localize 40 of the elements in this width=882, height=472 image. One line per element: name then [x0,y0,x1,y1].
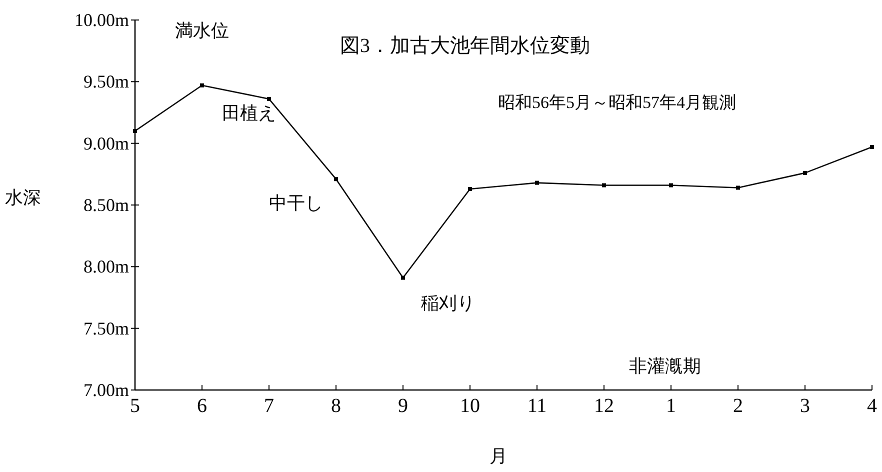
y-tick-label: 10.00m [74,10,129,30]
point [133,129,137,133]
annotation: 満水位 [175,20,229,40]
x-tick-label: 11 [527,395,547,417]
annotation: 中干し [269,193,323,214]
point [468,186,472,191]
point [736,186,740,190]
point [200,83,204,88]
y-tick-label: 7.50m [83,318,129,338]
y-tick-label: 7.00m [83,380,129,400]
text: 図3．加古大池年間水位変動 [340,34,590,57]
x-tick-label: 7 [264,395,274,417]
point [267,96,271,101]
y-tick-label: 8.00m [83,256,129,277]
point [870,145,874,150]
annotation: 田植え [222,102,276,123]
y-tick-label: 9.00m [83,133,129,154]
point [602,183,606,188]
text: 昭和56年5月～昭和57年4月観測 [498,93,736,112]
point [535,180,539,185]
x-tick-label: 9 [398,395,408,417]
x-tick-label: 1 [666,395,676,417]
x-tick-label: 5 [130,395,140,417]
y-axis-title: 水深 [5,188,41,208]
point [401,276,405,280]
x-tick-label: 12 [594,395,614,417]
x-tick-label: 2 [733,395,743,417]
x-tick-label: 8 [331,395,341,417]
x-axis-title: 月 [490,446,508,466]
x-tick-label: 6 [197,395,207,417]
y-tick-label: 9.50m [83,72,129,92]
x-tick-label: 3 [800,395,810,417]
x-tick-label: 10 [460,395,480,417]
point [803,170,807,175]
annotation: 非灌漑期 [629,356,701,376]
point [334,177,338,182]
y-tick-label: 8.50m [83,195,129,215]
annotation: 稲刈り [421,292,475,313]
x-tick-label: 4 [867,395,877,417]
point [669,183,673,188]
